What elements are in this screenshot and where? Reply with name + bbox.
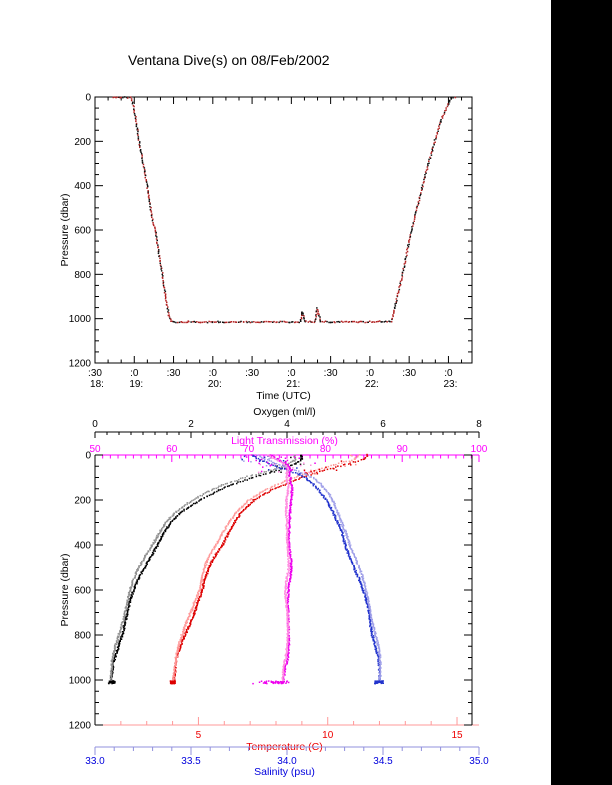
- oxygen-profile-curve: [107, 454, 305, 685]
- temperature-profile-curve: [169, 453, 369, 685]
- oxygen-tick-label: 6: [380, 419, 386, 430]
- light-tick-label: 60: [166, 444, 178, 455]
- time-hour-label: 18:: [90, 379, 104, 390]
- salinity-tick-label: 33.5: [181, 756, 201, 767]
- time-minute-label: :0: [287, 368, 296, 379]
- pressure-tick-label: 1200: [69, 359, 92, 370]
- pressure-tick-label: 1000: [69, 314, 92, 325]
- pressure-tick-label: 200: [74, 137, 91, 148]
- temperature-tick-label: 10: [322, 730, 334, 741]
- pressure-tick-label: 800: [74, 270, 91, 281]
- temperature-tick-label: 15: [451, 730, 463, 741]
- light-transmission-profile-curve: [244, 454, 316, 685]
- top-plot-pressure-axis: 0 200 400 600 800 1000 1200: [69, 93, 472, 370]
- axis-oxygen: 0 2 4 6 8 Oxygen (ml/l): [92, 406, 482, 438]
- salinity-axis-title: Salinity (psu): [254, 766, 315, 778]
- pressure-tick-label: 400: [74, 541, 91, 552]
- bottom-pressure-axis-title: Pressure (dbar): [59, 554, 71, 627]
- salinity-profile-curve: [240, 454, 384, 685]
- pressure-tick-label: 200: [74, 496, 91, 507]
- top-plot-time-axis: :3018::019::30:020::30:021::30:022::30:0…: [88, 97, 463, 402]
- time-minute-label: :30: [245, 368, 259, 379]
- oxygen-tick-label: 4: [284, 419, 290, 430]
- time-minute-label: :30: [88, 368, 102, 379]
- light-tick-label: 70: [243, 444, 255, 455]
- time-hour-label: 22:: [365, 379, 379, 390]
- pressure-tick-label: 400: [74, 181, 91, 192]
- temperature-tick-label: 5: [196, 730, 202, 741]
- axis-salinity: 33.0 33.5 34.0 34.5 35.0 Salinity (psu): [85, 746, 489, 778]
- salinity-tick-label: 35.0: [469, 756, 489, 767]
- axis-light: 50 60 70 80 90 100 Light Transmission (%): [89, 435, 488, 462]
- light-tick-label: 80: [320, 444, 332, 455]
- salinity-tick-label: 34.0: [277, 756, 297, 767]
- oxygen-tick-label: 0: [92, 419, 98, 430]
- light-tick-label: 100: [471, 444, 488, 455]
- right-black-strip: [551, 0, 612, 785]
- light-axis-title: Light Transmission (%): [231, 435, 338, 447]
- time-minute-label: :0: [444, 368, 453, 379]
- oxygen-tick-label: 8: [476, 419, 482, 430]
- salinity-tick-label: 34.5: [373, 756, 393, 767]
- time-minute-label: :30: [402, 368, 416, 379]
- time-minute-label: :30: [167, 368, 181, 379]
- time-minute-label: :30: [324, 368, 338, 379]
- time-minute-label: :0: [366, 368, 375, 379]
- top-plot: 020040060080010001200:3018::019::30:020:…: [59, 93, 473, 402]
- time-hour-label: 20:: [208, 379, 222, 390]
- figure-title: Ventana Dive(s) on 08/Feb/2002: [128, 52, 330, 68]
- time-hour-label: 23:: [443, 379, 457, 390]
- dive-profile-curve: [112, 96, 457, 324]
- salinity-tick-label: 33.0: [85, 756, 105, 767]
- pressure-tick-label: 0: [85, 93, 91, 104]
- pressure-tick-label: 600: [74, 586, 91, 597]
- time-hour-label: 21:: [286, 379, 300, 390]
- time-hour-label: 19:: [129, 379, 143, 390]
- time-axis-title: Time (UTC): [256, 390, 310, 402]
- light-tick-label: 90: [397, 444, 409, 455]
- oxygen-tick-label: 2: [188, 419, 194, 430]
- pressure-tick-label: 800: [74, 631, 91, 642]
- light-tick-label: 50: [89, 444, 101, 455]
- pressure-tick-label: 0: [85, 451, 91, 462]
- top-pressure-axis-title: Pressure (dbar): [59, 194, 71, 267]
- bottom-plot-pressure-axis: 0 200 400 600 800 1000 1200: [69, 451, 473, 732]
- pressure-tick-label: 1200: [69, 721, 92, 732]
- oxygen-axis-title: Oxygen (ml/l): [253, 406, 315, 418]
- pressure-tick-label: 600: [74, 226, 91, 237]
- time-minute-label: :0: [209, 368, 218, 379]
- time-minute-label: :0: [130, 368, 139, 379]
- pressure-tick-label: 1000: [69, 676, 92, 687]
